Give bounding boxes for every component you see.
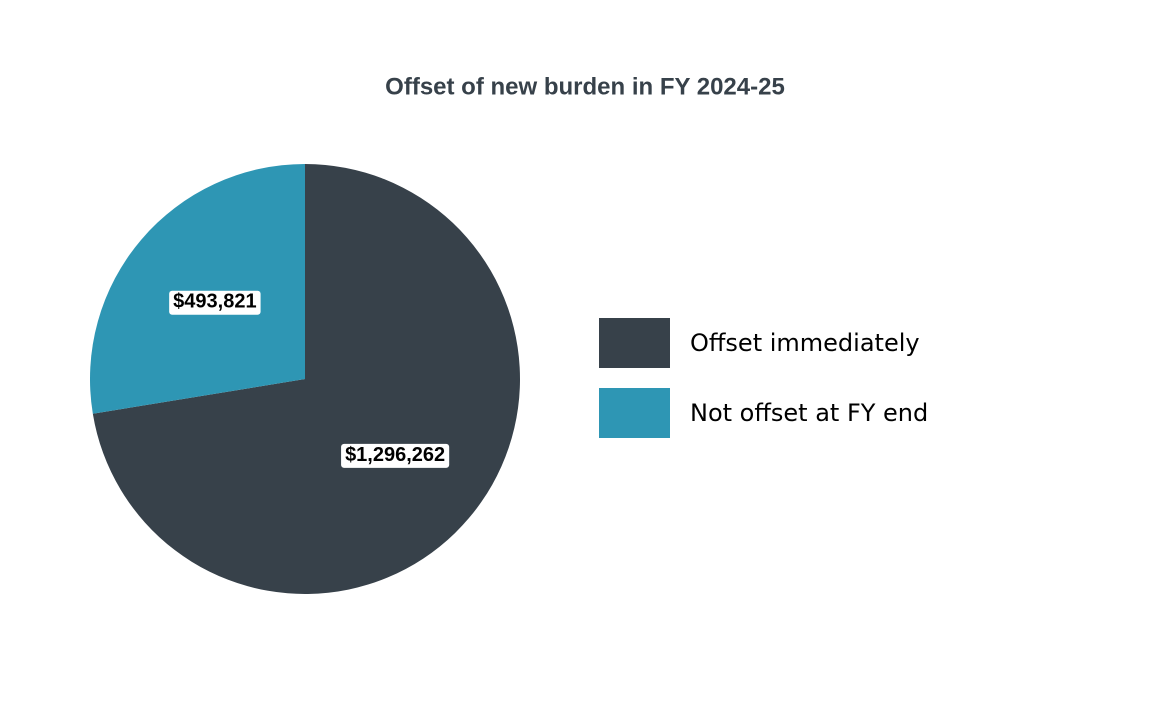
- chart-title: Offset of new burden in FY 2024-25: [385, 73, 785, 100]
- legend-swatch: [599, 318, 670, 368]
- value-label-box: [341, 443, 450, 468]
- legend-swatch: [599, 388, 670, 438]
- legend-label: Offset immediately: [690, 329, 920, 357]
- pie-slice: [92, 164, 520, 594]
- value-label-group: $1,296,262: [341, 443, 450, 468]
- pie-slice: [89, 164, 305, 414]
- value-label: $493,821: [173, 291, 256, 313]
- value-label-group: $493,821: [169, 290, 261, 315]
- value-label-box: [169, 290, 261, 315]
- legend-label: Not offset at FY end: [690, 399, 928, 427]
- value-label: $1,296,262: [345, 444, 445, 466]
